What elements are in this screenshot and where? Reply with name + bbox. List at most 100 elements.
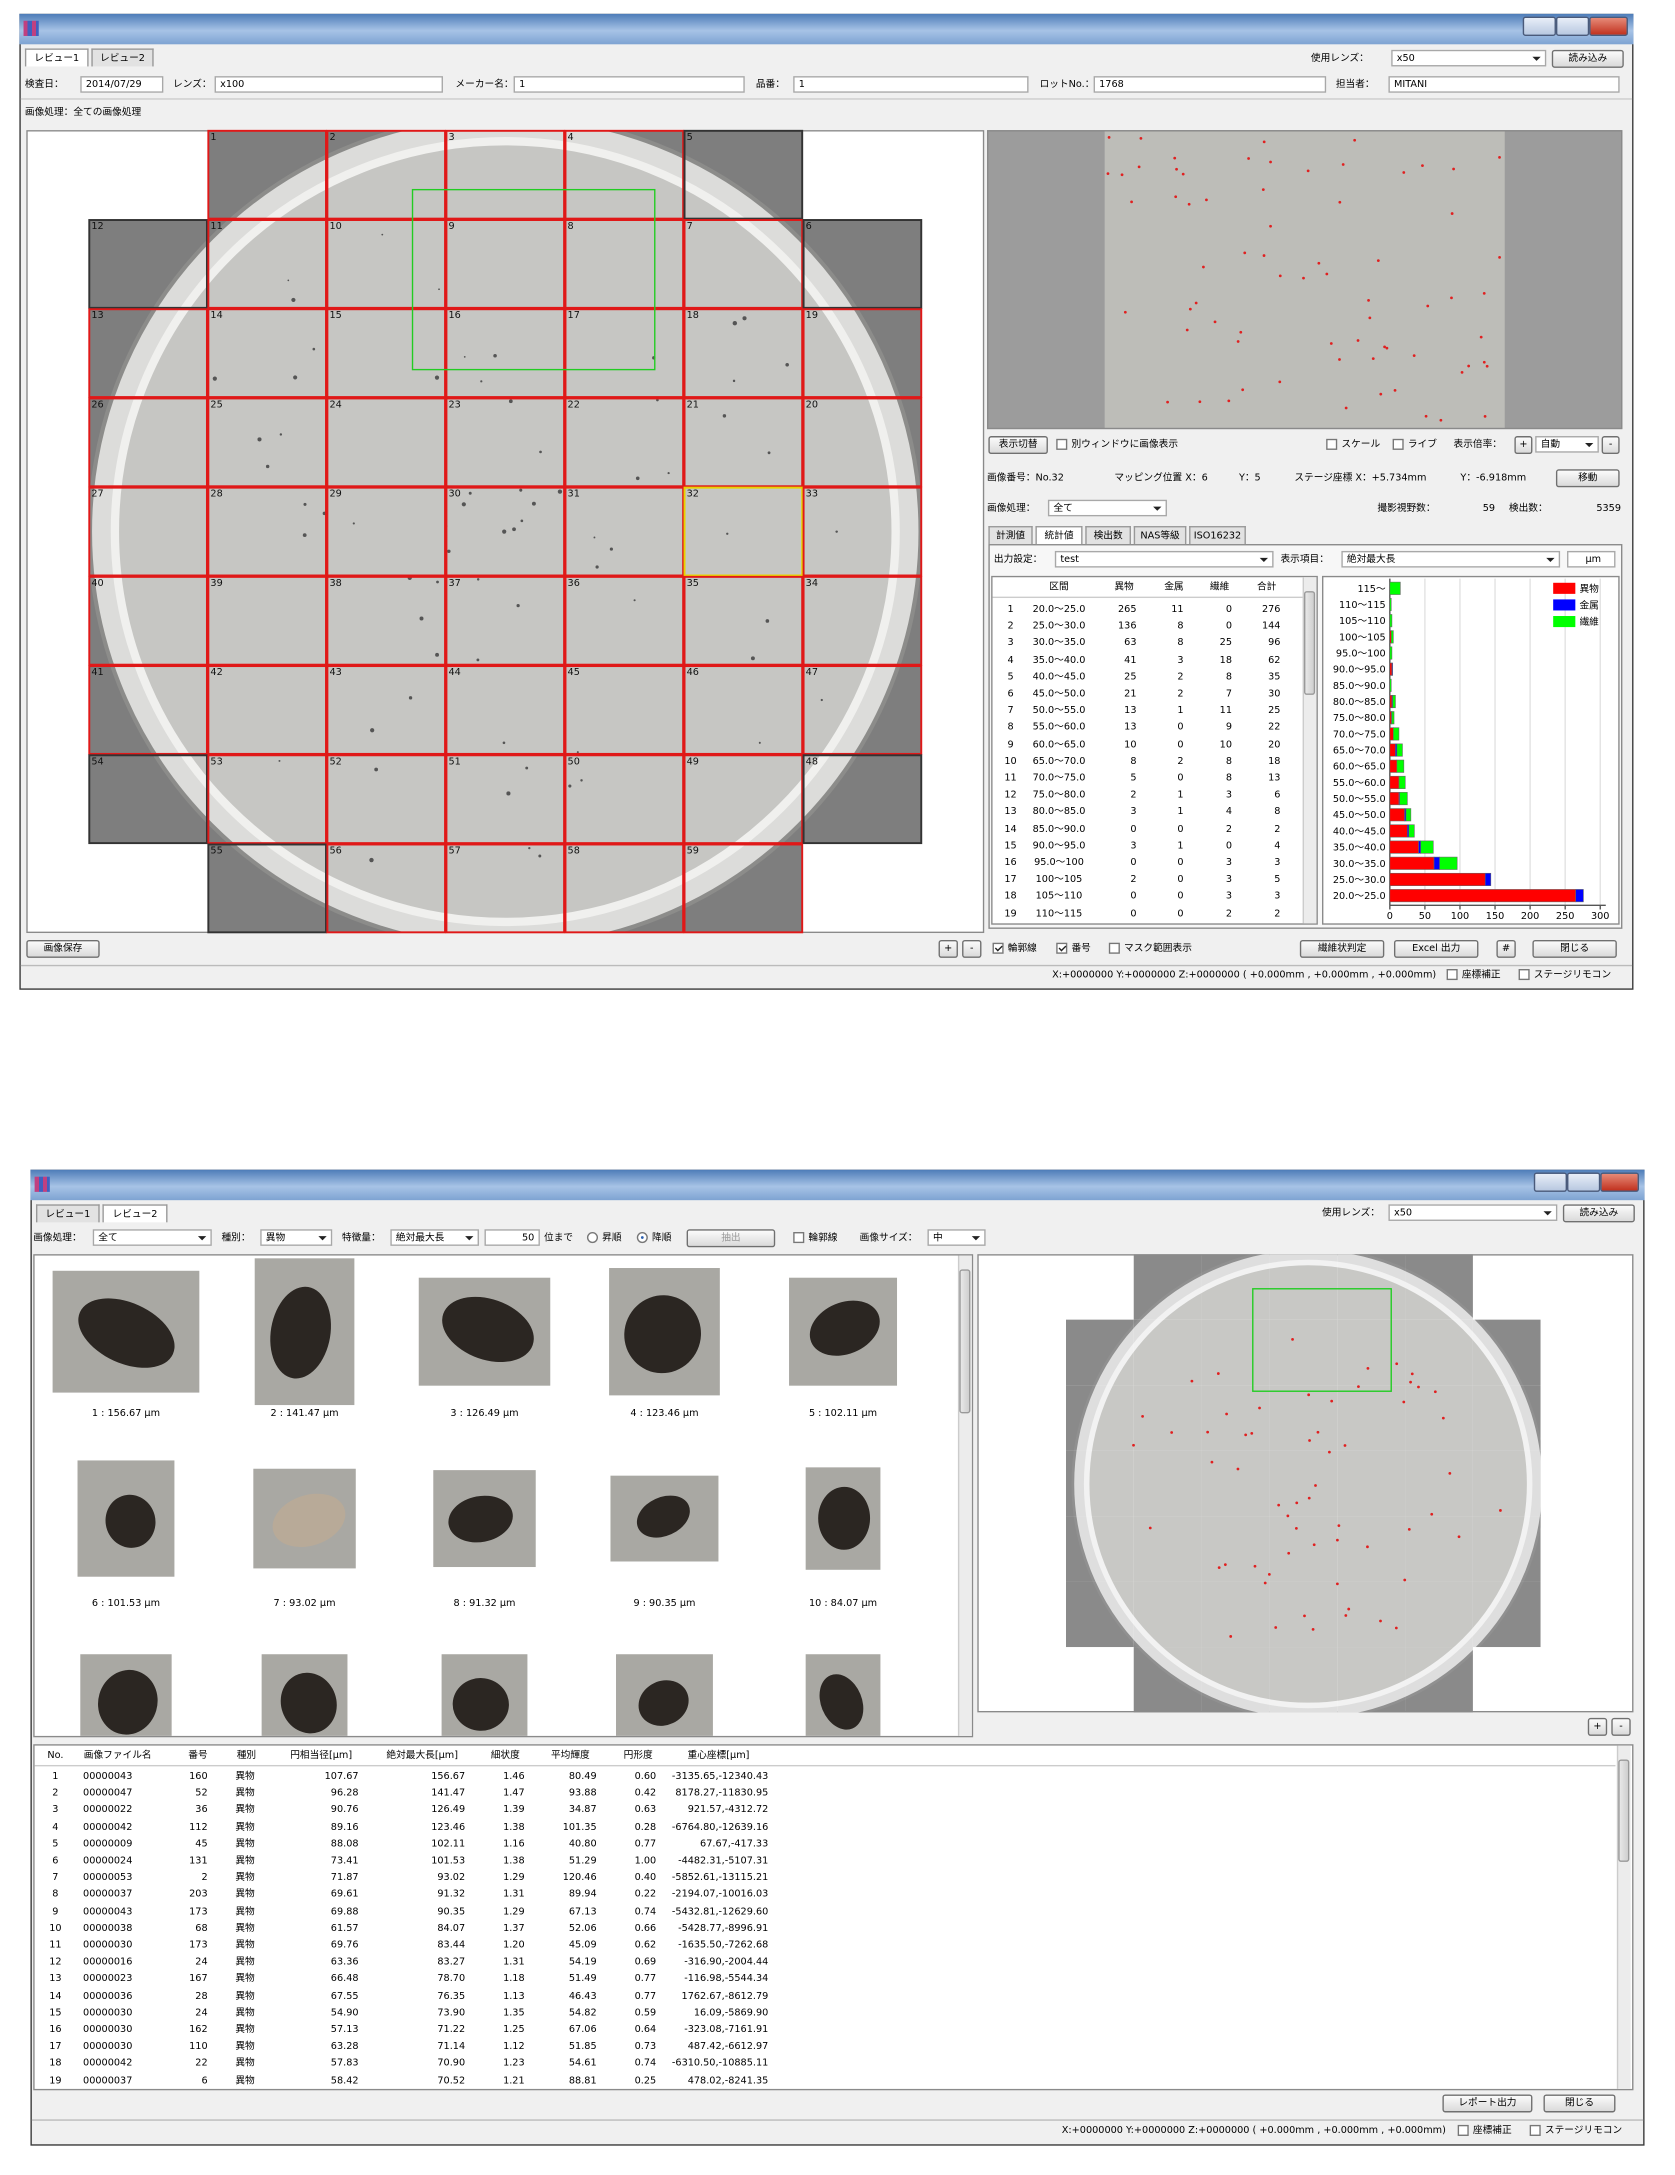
- close-button[interactable]: [1600, 1172, 1640, 1192]
- minimize-button[interactable]: [1522, 16, 1556, 36]
- tile-border: [683, 397, 804, 488]
- table-header-line: [34, 1764, 1616, 1767]
- load-button[interactable]: 読み込み: [1551, 49, 1624, 68]
- extract-button[interactable]: 抽出: [686, 1228, 776, 1247]
- processing-select[interactable]: 全て: [1047, 499, 1167, 517]
- descending: 降順: [652, 1232, 672, 1244]
- table-cell: 46.43: [568, 1990, 597, 2002]
- detected-particle: [1227, 399, 1231, 403]
- map-zoom-in[interactable]: +: [1587, 1717, 1608, 1736]
- close-button[interactable]: [1589, 16, 1628, 36]
- separate-window-box[interactable]: [1056, 438, 1068, 450]
- table-cell: 0.69: [634, 1956, 657, 1968]
- table-cell: 2: [1130, 789, 1137, 801]
- fiber-button[interactable]: 繊維状判定: [1299, 939, 1385, 958]
- tile-number: 47: [806, 667, 818, 678]
- tile-border: [564, 486, 685, 577]
- coord-fix-box[interactable]: [1446, 969, 1458, 981]
- toggle-button[interactable]: 表示切替: [988, 435, 1048, 454]
- tile-border: [802, 486, 923, 577]
- info-value[interactable]: x100: [214, 76, 443, 93]
- tab[interactable]: ISO16232: [1189, 526, 1246, 545]
- tab[interactable]: レビュー2: [102, 1204, 168, 1223]
- zoom-in[interactable]: +: [938, 939, 958, 958]
- lens-select[interactable]: x50: [1391, 49, 1547, 67]
- ascending-box[interactable]: [586, 1232, 599, 1244]
- info-value[interactable]: 1: [513, 76, 745, 93]
- minimize-button[interactable]: [1533, 1172, 1568, 1192]
- zoom-select[interactable]: 自動: [1535, 436, 1599, 453]
- info-value[interactable]: 1768: [1093, 76, 1327, 93]
- excel-button[interactable]: Excel 出力: [1393, 939, 1479, 958]
- tile-border: [564, 397, 685, 488]
- number-box[interactable]: [1056, 942, 1068, 954]
- speck: [508, 399, 513, 404]
- table-cell: 0: [1177, 907, 1184, 919]
- scale-box[interactable]: [1326, 438, 1338, 450]
- tab[interactable]: 統計値: [1035, 526, 1083, 545]
- item-select[interactable]: 絶対最大長: [1341, 550, 1561, 568]
- close-button[interactable]: 閉じる: [1543, 2093, 1616, 2112]
- tab[interactable]: レビュー1: [35, 1204, 100, 1223]
- column-header: 細状度: [490, 1749, 520, 1761]
- image-size-select[interactable]: 中: [927, 1229, 986, 1246]
- mask-box[interactable]: [1108, 942, 1120, 954]
- table-cell: 3: [1225, 873, 1233, 885]
- save-button[interactable]: 画像保存: [26, 939, 100, 958]
- table-cell: 144: [1261, 620, 1281, 632]
- feature-select[interactable]: 絶対最大長: [390, 1229, 479, 1246]
- report-button[interactable]: レポート出力: [1442, 2093, 1533, 2112]
- maximize-button[interactable]: [1567, 1172, 1601, 1192]
- tile-number: 32: [687, 489, 699, 500]
- stage-remote-box[interactable]: [1529, 2124, 1541, 2136]
- column-header: 円相当径[μm]: [290, 1749, 353, 1761]
- descending-box[interactable]: [636, 1232, 648, 1244]
- scroll-thumb[interactable]: [1618, 1759, 1630, 1863]
- table-cell: 異物: [235, 1787, 255, 1799]
- table-cell: 173: [189, 1905, 208, 1917]
- bar-segment: [1420, 840, 1434, 854]
- contour-box[interactable]: [992, 942, 1004, 954]
- tab[interactable]: レビュー1: [24, 48, 89, 67]
- close-button[interactable]: 閉じる: [1532, 939, 1617, 958]
- table-cell: 00000022: [83, 1804, 133, 1816]
- hash-button[interactable]: #: [1496, 939, 1516, 958]
- load-button[interactable]: 読み込み: [1562, 1203, 1635, 1222]
- scroll-thumb[interactable]: [1304, 591, 1316, 695]
- table-cell: 0: [1130, 823, 1137, 835]
- live-box[interactable]: [1392, 438, 1404, 450]
- contour-box[interactable]: [793, 1232, 805, 1244]
- tab[interactable]: 計測値: [988, 526, 1033, 545]
- table-cell: 0: [1225, 620, 1233, 632]
- tab[interactable]: レビュー2: [91, 48, 154, 67]
- output-select[interactable]: test: [1054, 550, 1274, 568]
- maximize-button[interactable]: [1555, 16, 1590, 36]
- coord-fix-box[interactable]: [1457, 2124, 1469, 2136]
- limit-field[interactable]: 50: [484, 1229, 540, 1246]
- tab[interactable]: NAS等級: [1133, 526, 1187, 545]
- table-cell: 00000030: [83, 1939, 133, 1951]
- zoom-out[interactable]: -: [1601, 435, 1620, 454]
- map-zoom-out[interactable]: -: [1611, 1717, 1631, 1736]
- info-value[interactable]: MITANI: [1388, 76, 1620, 93]
- table-cell: 91.32: [437, 1888, 466, 1900]
- info-value[interactable]: 2014/07/29: [80, 76, 164, 93]
- processing-select[interactable]: 全て: [92, 1229, 212, 1246]
- info-value[interactable]: 1: [793, 76, 1029, 93]
- table-cell: 00000042: [83, 1821, 133, 1833]
- zoom-out[interactable]: -: [962, 939, 982, 958]
- scroll-thumb[interactable]: [959, 1269, 971, 1414]
- unit-field[interactable]: μm: [1567, 550, 1616, 568]
- tab[interactable]: 検出数: [1085, 526, 1131, 545]
- stage-remote-box[interactable]: [1518, 969, 1530, 981]
- table-cell: 5: [1007, 671, 1014, 683]
- status: X:+0000000 Y:+0000000 Z:+0000000 ( +0.00…: [1052, 969, 1437, 981]
- table-cell: -323.08,-7161.91: [684, 2023, 769, 2035]
- tile-border: [326, 129, 447, 220]
- zoom-in[interactable]: +: [1514, 435, 1533, 454]
- table-cell: 51.85: [568, 2040, 597, 2052]
- kind-select[interactable]: 異物: [260, 1229, 333, 1246]
- lens-select[interactable]: x50: [1388, 1204, 1558, 1221]
- table-cell: 2: [1177, 755, 1184, 767]
- move-button[interactable]: 移動: [1555, 468, 1620, 487]
